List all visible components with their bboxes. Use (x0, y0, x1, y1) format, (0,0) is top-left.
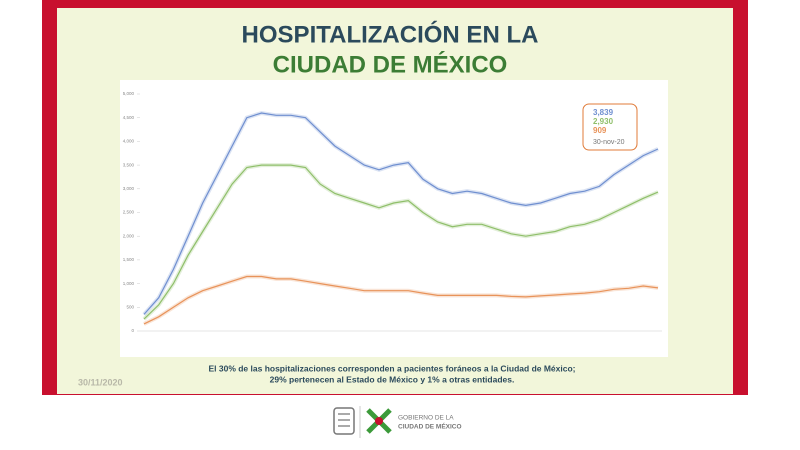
legend-date: 30-nov-20 (593, 139, 625, 146)
y-tick-label: 3,500 (123, 162, 135, 167)
date: 30/11/2020 (78, 377, 123, 387)
title-line2: CIUDAD DE MÉXICO (273, 50, 508, 78)
y-tick-label: 0 (131, 328, 134, 333)
cdmx-logo-dot (375, 417, 383, 425)
series-line (143, 275, 659, 325)
footer-line2: CIUDAD DE MÉXICO (398, 422, 462, 431)
y-tick-label: 2,500 (123, 210, 135, 215)
title-line1: HOSPITALIZACIÓN EN LA (242, 20, 539, 48)
y-tick-label: 4,000 (123, 139, 135, 144)
y-tick-label: 2,000 (123, 233, 135, 238)
y-tick-label: 1,500 (123, 257, 135, 262)
y-tick-label: 500 (126, 304, 134, 309)
series-line (143, 112, 659, 315)
legend-box (582, 103, 638, 151)
y-tick-label: 1,000 (123, 281, 135, 286)
series-line (143, 164, 659, 320)
y-tick-label: 3,000 (123, 186, 135, 191)
legend-value: 3,839 (593, 108, 614, 117)
footer-line1: GOBIERNO DE LA (398, 415, 454, 422)
legend-value: 2,930 (593, 117, 614, 126)
coat-detail (338, 413, 350, 427)
y-tick-label: 5,000 (123, 91, 135, 96)
caption-line1: El 30% de las hospitalizaciones correspo… (208, 363, 575, 373)
legend-value: 909 (593, 126, 607, 135)
coat-of-arms (333, 407, 355, 435)
caption-line2: 29% pertenecen al Estado de México y 1% … (270, 374, 515, 384)
y-tick-label: 4,500 (123, 115, 135, 120)
